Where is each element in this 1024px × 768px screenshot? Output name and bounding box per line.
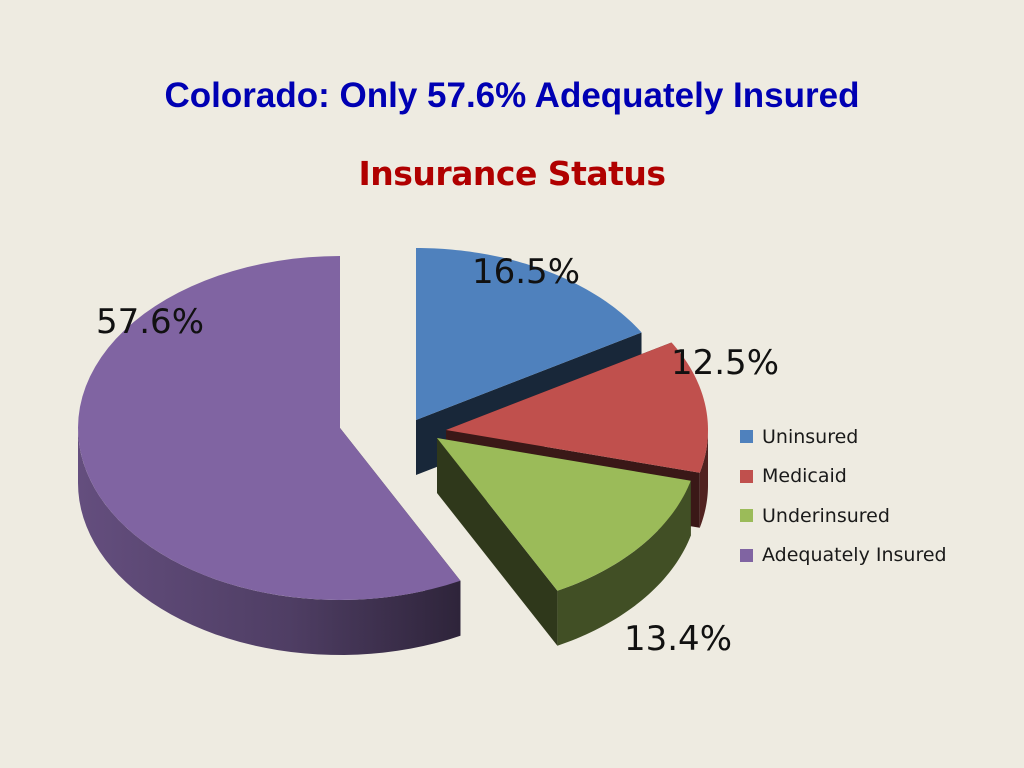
pie-slice-top — [416, 248, 642, 420]
pie-slice-outer-wall — [557, 480, 691, 646]
legend-swatch — [740, 469, 753, 483]
legend-label: Medicaid — [762, 465, 847, 488]
legend-label: Uninsured — [762, 425, 859, 448]
data-label-medicaid: 12.5% — [671, 343, 779, 383]
legend-item-adequately-insured: Adequately Insured — [740, 536, 947, 576]
chart-legend: Uninsured Medicaid Underinsured Adequately … — [740, 417, 947, 575]
legend-swatch — [740, 430, 753, 444]
pie-slice-outer-wall — [699, 430, 708, 528]
legend-swatch — [740, 509, 753, 523]
legend-item-uninsured: Uninsured — [740, 417, 947, 457]
pie-slice-top — [437, 438, 691, 591]
pie-slice-outer-wall — [78, 428, 461, 655]
data-label-uninsured: 16.5% — [472, 252, 580, 292]
legend-item-medicaid: Medicaid — [740, 457, 947, 497]
chart-title: Insurance Status — [358, 154, 666, 193]
pie-slice-top — [446, 342, 708, 473]
pie-slice-underinsured — [437, 438, 691, 646]
pie-slice-adequately-insured — [78, 256, 461, 655]
data-label-adequately-insured: 57.6% — [96, 302, 204, 342]
slide-title: Colorado: Only 57.6% Adequately Insured — [164, 76, 860, 115]
pie-slice-wall — [437, 438, 558, 646]
legend-label: Underinsured — [762, 504, 890, 527]
data-label-underinsured: 13.4% — [624, 619, 732, 659]
legend-swatch — [740, 548, 753, 562]
legend-label: Adequately Insured — [762, 544, 947, 567]
pie-slice-top — [78, 256, 461, 600]
legend-item-underinsured: Underinsured — [740, 496, 947, 536]
